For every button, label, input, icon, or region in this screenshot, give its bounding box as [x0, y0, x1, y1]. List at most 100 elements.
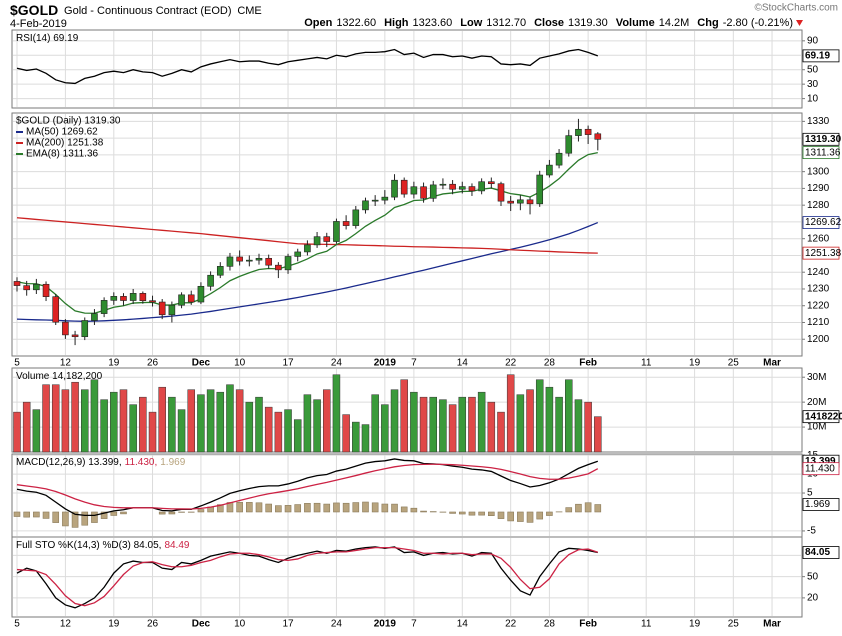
- candle-body: [555, 152, 563, 166]
- volume-bar: [526, 389, 534, 453]
- volume-bar: [61, 389, 70, 453]
- header-date: 4-Feb-2019: [10, 18, 67, 30]
- quote-label: High: [384, 17, 409, 29]
- histogram-bar: [517, 511, 524, 522]
- x-tick-label: 25: [728, 358, 740, 369]
- candle-body: [81, 320, 89, 338]
- y-tick-label: 10: [807, 93, 819, 104]
- volume-bar: [516, 394, 525, 453]
- y-tick-label: 90: [807, 35, 819, 46]
- volume-bar: [545, 386, 554, 453]
- volume-bar: [71, 381, 79, 453]
- x-tick-label: Feb: [579, 358, 597, 369]
- histogram-bar: [246, 502, 253, 513]
- candle-body: [284, 256, 292, 271]
- legend-entry: MA(200) 1251.38: [26, 138, 104, 149]
- x-tick-label: 24: [331, 358, 343, 369]
- candle-body: [458, 186, 466, 190]
- volume-bar: [139, 396, 147, 453]
- candle-body: [129, 293, 137, 301]
- candle-body: [120, 296, 127, 301]
- candle-body: [526, 199, 534, 205]
- candle-body: [23, 285, 30, 291]
- volume-bar: [110, 391, 118, 453]
- volume-bar: [206, 389, 215, 453]
- candle-body: [546, 164, 553, 176]
- header-title: $GOLD Gold - Continuous Contract (EOD) C…: [10, 2, 262, 18]
- candle-body: [478, 181, 485, 192]
- value-tag-label: 1311.36: [805, 147, 841, 158]
- candle-body: [42, 283, 50, 297]
- candle-body: [246, 259, 253, 262]
- histogram-bar: [342, 502, 350, 513]
- histogram-bar: [400, 506, 408, 513]
- series-line: [16, 458, 599, 517]
- volume-bar: [332, 374, 341, 453]
- volume-bar: [594, 416, 602, 453]
- volume-bar: [390, 389, 399, 453]
- value-tag-label: 1251.38: [805, 248, 842, 259]
- y-tick-label: 50: [807, 571, 819, 582]
- volume-bar: [506, 374, 515, 453]
- x-tick-label: Dec: [192, 619, 211, 630]
- y-tick-label: 1280: [807, 200, 830, 211]
- x-tick-label: 19: [108, 619, 120, 630]
- series-line: [16, 463, 599, 510]
- candle-body: [294, 251, 302, 257]
- candle-body: [410, 186, 418, 195]
- quote-value: 1322.60: [336, 17, 376, 29]
- candle-body: [449, 183, 456, 190]
- histogram-bar: [584, 502, 592, 513]
- x-tick-label: 7: [411, 358, 417, 369]
- candle-body: [594, 133, 602, 140]
- x-tick-label: 11: [641, 358, 652, 369]
- legend-entry: MA(50) 1269.62: [26, 127, 98, 138]
- value-tag: [802, 246, 840, 260]
- value-tag-label: 11.430: [805, 463, 835, 474]
- candle-body: [323, 236, 331, 242]
- series-line: [16, 48, 599, 85]
- histogram-bar: [507, 511, 514, 522]
- histogram-bar: [323, 503, 331, 513]
- source: ©StockCharts.com: [754, 3, 838, 14]
- x-tick-label: 5: [14, 358, 20, 369]
- x-tick-label: 17: [282, 619, 294, 630]
- candle-body: [71, 334, 79, 338]
- x-tick-label: 26: [147, 619, 159, 630]
- y-tick-label: 1230: [807, 284, 830, 295]
- histogram-bar: [478, 511, 485, 516]
- candle-body: [110, 296, 118, 301]
- x-tick-label: 10: [234, 358, 246, 369]
- histogram-bar: [546, 511, 553, 516]
- x-tick-label: 22: [505, 358, 517, 369]
- x-tick-label: 24: [331, 619, 343, 630]
- x-tick-label: 12: [60, 619, 72, 630]
- histogram-bar: [120, 511, 127, 515]
- quote: Open 1322.60 High 1323.60 Low 1312.70 Close 131…: [304, 17, 793, 29]
- quote-label: Chg: [697, 17, 718, 29]
- histogram-bar: [275, 505, 282, 513]
- histogram-bar: [575, 503, 582, 513]
- histogram-bar: [62, 511, 69, 527]
- volume-bar: [565, 379, 573, 453]
- histogram-bar: [255, 502, 263, 513]
- x-tick-label: 14: [457, 619, 469, 630]
- histogram-bar: [294, 504, 302, 513]
- y-tick-label: 30: [807, 79, 819, 90]
- value-tag: [802, 462, 840, 476]
- candle-body: [362, 200, 369, 211]
- candle-body: [420, 186, 427, 199]
- volume-bar: [448, 404, 457, 453]
- panel: [11, 112, 803, 357]
- y-tick-label: 1220: [807, 300, 830, 311]
- candle-body: [565, 135, 573, 154]
- candle-body: [13, 281, 21, 286]
- candle-body: [517, 199, 524, 204]
- x-tick-label: 19: [689, 358, 701, 369]
- volume-bar: [13, 411, 21, 453]
- quote-label: Open: [304, 17, 332, 29]
- series-line: [16, 221, 599, 322]
- volume-bar: [284, 409, 292, 453]
- volume-bar: [439, 399, 447, 453]
- histogram-bar: [304, 503, 311, 513]
